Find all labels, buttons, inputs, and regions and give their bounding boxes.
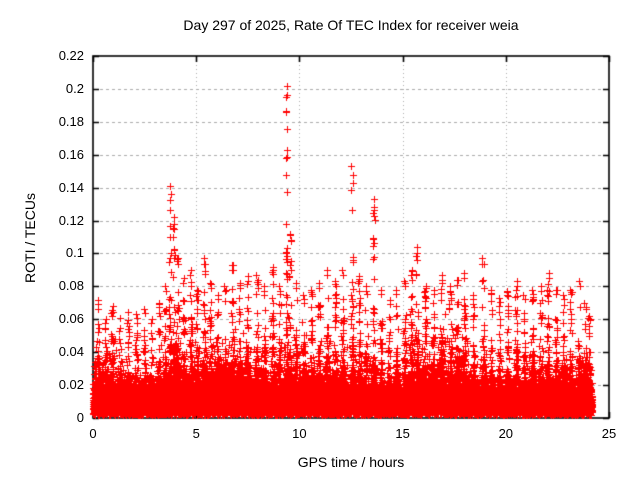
y-tick-label: 0.04 (58, 344, 84, 360)
x-tick-label: 25 (601, 426, 617, 441)
x-axis-label: GPS time / hours (297, 454, 405, 470)
x-tick-label: 20 (498, 426, 514, 441)
y-tick-label: 0.16 (58, 146, 84, 162)
y-tick-label: 0.12 (58, 212, 84, 228)
y-tick-label: 0 (76, 410, 84, 425)
y-tick-label: 0.02 (58, 377, 84, 393)
y-tick-label: 0.22 (58, 48, 84, 63)
chart-title: Day 297 of 2025, Rate Of TEC Index for r… (183, 17, 519, 33)
x-tick-label: 10 (292, 426, 307, 441)
x-tick-label: 5 (192, 426, 200, 441)
y-tick-label: 0.06 (58, 311, 84, 327)
x-tick-label: 15 (395, 426, 410, 441)
y-tick-label: 0.14 (58, 179, 84, 195)
y-tick-label: 0.18 (58, 113, 84, 129)
y-tick-label: 0.08 (58, 278, 84, 294)
y-tick-label: 0.1 (65, 245, 84, 261)
y-axis-label: ROTI / TECUs (22, 193, 38, 283)
y-tick-label: 0.2 (65, 80, 84, 96)
x-tick-label: 0 (89, 426, 97, 441)
